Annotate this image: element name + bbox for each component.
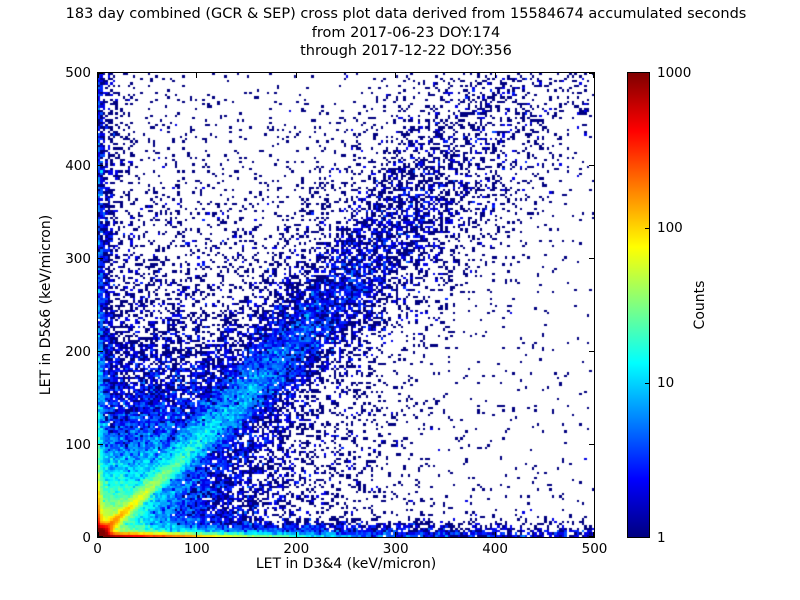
colorbar-tick-mark bbox=[645, 382, 649, 384]
colorbar-tick-label: 1000 bbox=[657, 64, 692, 81]
y-tick-label: 400 bbox=[65, 157, 91, 174]
chart-title: 183 day combined (GCR & SEP) cross plot … bbox=[12, 5, 800, 61]
x-tick-label: 500 bbox=[581, 541, 608, 557]
tick-mark bbox=[589, 536, 594, 537]
tick-mark bbox=[98, 444, 103, 445]
y-tick-label: 200 bbox=[65, 343, 91, 360]
tick-mark bbox=[589, 444, 594, 445]
colorbar-tick-label: 10 bbox=[657, 374, 675, 391]
x-tick-label: 200 bbox=[283, 541, 310, 557]
tick-mark bbox=[395, 73, 397, 78]
y-tick-label: 500 bbox=[65, 64, 91, 81]
heatmap-canvas bbox=[98, 73, 594, 537]
tick-mark bbox=[593, 532, 594, 537]
tick-mark bbox=[494, 73, 496, 78]
tick-mark bbox=[593, 73, 594, 78]
tick-mark bbox=[494, 532, 496, 537]
tick-mark bbox=[196, 73, 198, 78]
tick-mark bbox=[98, 165, 103, 166]
tick-mark bbox=[589, 258, 594, 259]
tick-mark bbox=[98, 73, 99, 78]
tick-mark bbox=[98, 532, 99, 537]
tick-mark bbox=[295, 532, 297, 537]
x-tick-label: 300 bbox=[382, 541, 409, 557]
tick-mark bbox=[98, 536, 103, 537]
chart-title-line-2: from 2017-06-23 DOY:174 bbox=[311, 24, 501, 41]
tick-mark bbox=[395, 532, 397, 537]
tick-mark bbox=[589, 351, 594, 352]
y-tick-label: 300 bbox=[65, 250, 91, 267]
tick-mark bbox=[589, 73, 594, 74]
y-tick-label: 0 bbox=[82, 529, 91, 546]
y-axis-label: LET in D5&6 (keV/micron) bbox=[38, 214, 54, 396]
colorbar-tick-label: 1 bbox=[657, 529, 666, 546]
x-axis-label: LET in D3&4 (keV/micron) bbox=[255, 556, 437, 572]
x-tick-label: 100 bbox=[184, 541, 210, 557]
colorbar-tick-label: 100 bbox=[657, 219, 683, 236]
chart-title-line-1: 183 day combined (GCR & SEP) cross plot … bbox=[65, 6, 747, 22]
colorbar-label: Counts bbox=[692, 280, 708, 330]
colorbar-gradient bbox=[628, 73, 649, 537]
tick-mark bbox=[589, 165, 594, 166]
colorbar bbox=[627, 72, 650, 538]
tick-mark bbox=[196, 532, 198, 537]
plot-area bbox=[97, 72, 595, 538]
chart-title-line-3: through 2017-12-22 DOY:356 bbox=[300, 43, 512, 59]
tick-mark bbox=[98, 73, 103, 74]
tick-mark bbox=[98, 258, 103, 259]
tick-mark bbox=[295, 73, 297, 78]
x-tick-label: 0 bbox=[93, 541, 102, 557]
tick-mark bbox=[98, 351, 103, 352]
x-tick-label: 400 bbox=[482, 541, 508, 557]
y-tick-label: 100 bbox=[65, 436, 91, 453]
colorbar-tick-mark bbox=[645, 227, 649, 229]
